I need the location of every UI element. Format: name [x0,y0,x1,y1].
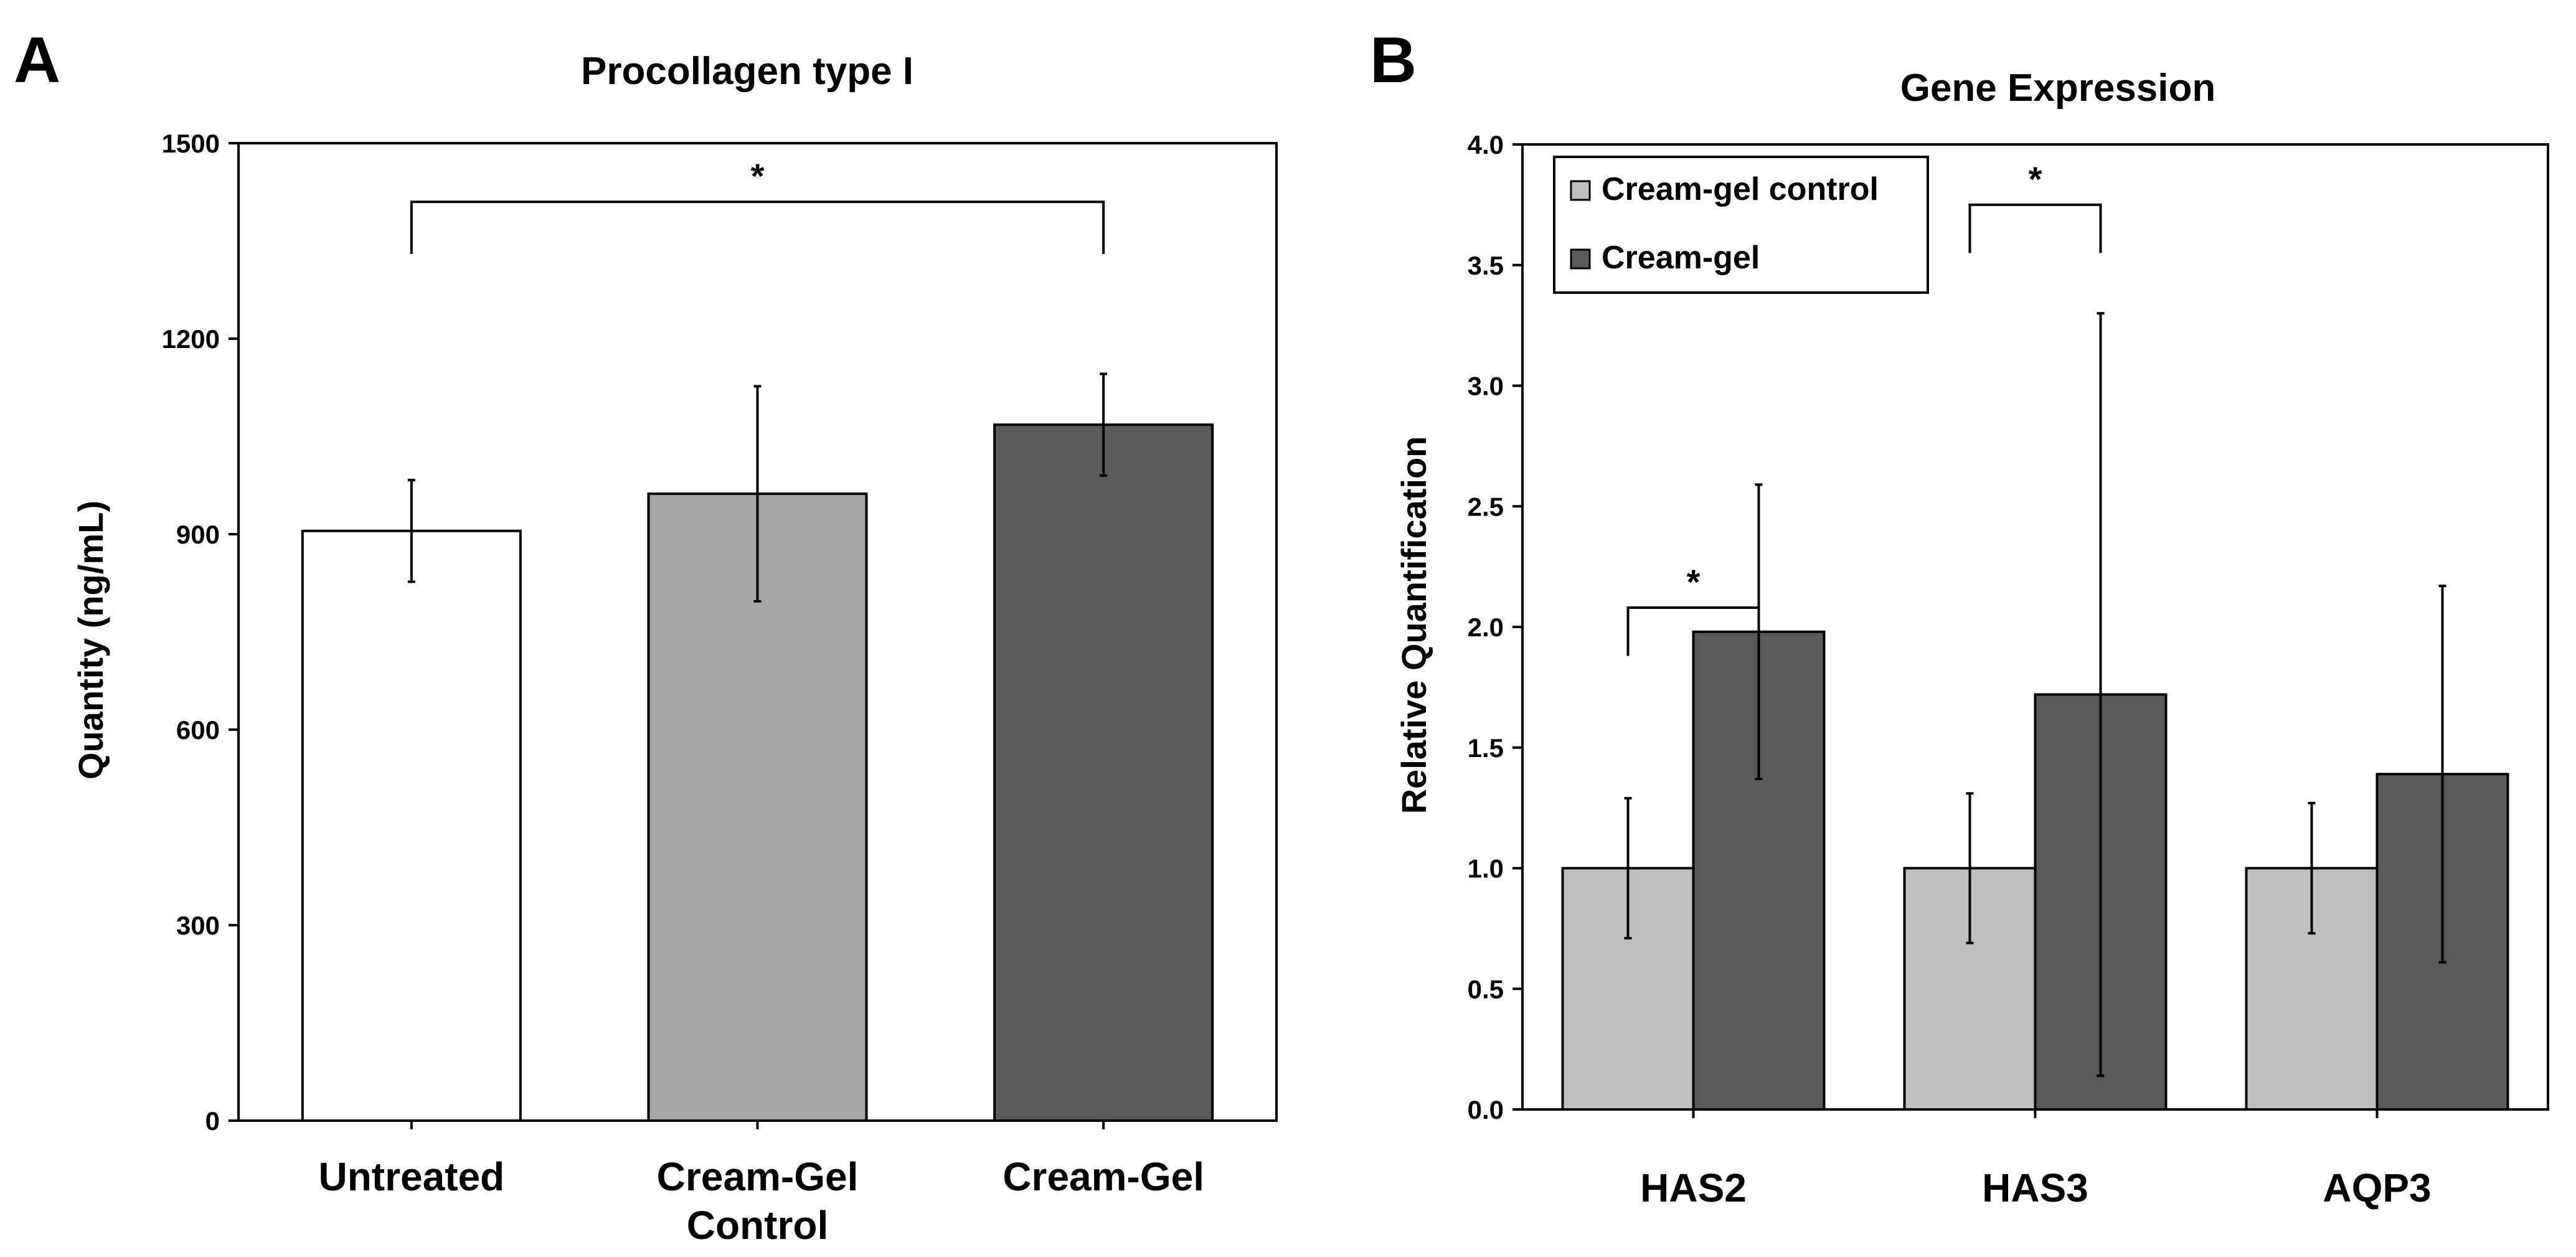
x-category-label: Control [687,1203,829,1248]
significance-star: * [2029,159,2042,199]
legend-swatch-cream-gel-control [1570,180,1591,201]
y-tick-label: 1.5 [1468,733,1504,763]
legend-label-cream-gel-control: Cream-gel control [1602,171,1879,207]
gene-expression-chart: Gene Expression Relative Quantification … [1394,67,2549,1210]
y-tick-label: 600 [176,715,220,745]
panel-a-letter: A [14,24,60,97]
chart-a-ylabel: Quantity (ng/mL) [71,501,110,779]
chart-b-ylabel: Relative Quantification [1394,436,1433,814]
y-tick-label: 4.0 [1468,130,1504,159]
y-tick-label: 0.0 [1468,1095,1504,1124]
bar-cream-gel [993,423,1214,1122]
y-tick-label: 3.5 [1468,251,1504,280]
x-category-label: AQP3 [2323,1165,2431,1210]
y-tick-label: 1200 [162,324,220,354]
x-category-label: Untreated [318,1154,504,1199]
significance-star: * [1687,562,1701,601]
significance-star: * [751,156,765,195]
y-tick-label: 300 [176,911,220,940]
significance-bracket [410,200,1105,254]
chart-b-title: Gene Expression [1900,67,2216,110]
legend: Cream-gel control Cream-gel [1553,156,1929,294]
legend-frame [1553,156,1929,294]
legend-swatch-cream-gel [1570,248,1591,270]
y-tick-label: 900 [176,520,220,549]
x-category-label: HAS2 [1640,1165,1747,1210]
chart-a-title: Procollagen type I [581,50,913,93]
y-tick-label: 0 [205,1106,220,1136]
y-tick-label: 0.5 [1468,974,1504,1004]
bar-untreated [301,529,522,1122]
significance-bracket [1626,606,1760,656]
y-tick-label: 1500 [162,129,220,158]
procollagen-chart: Procollagen type I Quantity (ng/mL) 0 300… [71,50,1278,1248]
legend-label-cream-gel: Cream-gel [1602,240,1760,276]
significance-bracket [1968,203,2102,253]
y-tick-label: 2.0 [1468,613,1504,642]
y-tick-label: 3.0 [1468,372,1504,401]
panel-b-letter: B [1370,24,1417,97]
y-tick-label: 1.0 [1468,854,1504,883]
x-category-label: Cream-Gel [657,1154,859,1199]
x-category-label: HAS3 [1982,1165,2088,1210]
y-tick-label: 2.5 [1468,492,1504,521]
x-category-label: Cream-Gel [1003,1154,1204,1199]
